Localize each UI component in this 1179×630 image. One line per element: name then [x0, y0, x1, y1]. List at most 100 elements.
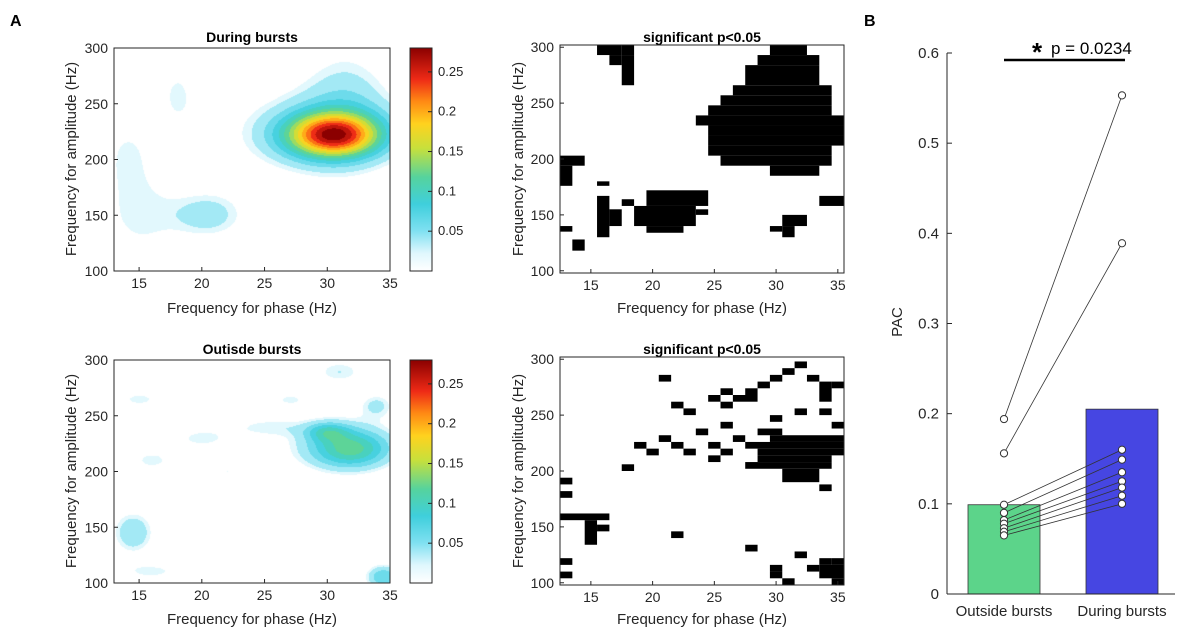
- significant-cell: [819, 408, 832, 416]
- significant-cell: [720, 95, 832, 106]
- significant-cell: [634, 205, 696, 227]
- significant-cell: [683, 408, 696, 416]
- x-tick-label: 15: [583, 589, 599, 605]
- significant-cell: [658, 435, 672, 442]
- significant-cell: [769, 571, 783, 579]
- significant-cell: [769, 226, 783, 232]
- y-tick-label: 100: [531, 575, 555, 591]
- colorbar-tick-label: 0.2: [438, 104, 456, 119]
- significant-cell: [806, 374, 820, 382]
- x-tick-label: 30: [768, 277, 784, 293]
- significant-cell: [831, 421, 844, 429]
- significance-star: *: [1032, 37, 1043, 67]
- data-point-during: [1117, 468, 1127, 477]
- paired-line: [1003, 459, 1123, 514]
- significant-cell: [621, 55, 635, 86]
- significant-cell: [671, 401, 684, 409]
- y-tick-label: 200: [85, 464, 109, 480]
- data-point-during: [1117, 483, 1127, 492]
- significant-cell: [708, 455, 721, 463]
- significant-cell: [646, 190, 709, 206]
- significant-cell: [769, 374, 783, 382]
- significant-cell: [720, 155, 832, 166]
- colorbar-tick-label: 0.1: [438, 183, 456, 198]
- significant-cell: [745, 65, 820, 86]
- significant-cell: [658, 374, 672, 382]
- significant-cell: [794, 361, 807, 369]
- significant-cell: [831, 558, 844, 565]
- paired-line: [1003, 487, 1123, 529]
- significant-cell: [708, 105, 832, 116]
- y-axis-label: Frequency for amplitude (Hz): [63, 374, 80, 568]
- y-tick-label: 0.1: [918, 496, 939, 513]
- significant-cell: [782, 578, 795, 585]
- significant-cell: [671, 531, 684, 539]
- x-tick-label: 35: [830, 277, 846, 293]
- significant-cell: [819, 381, 832, 402]
- y-tick-label: 0.4: [918, 225, 939, 242]
- x-tick-label: 25: [257, 275, 273, 291]
- data-point-outside: [999, 500, 1009, 509]
- significant-cell: [819, 195, 844, 206]
- y-tick-label: 0.5: [918, 135, 939, 152]
- significant-cell: [683, 448, 696, 456]
- x-category-label: During bursts: [1077, 603, 1166, 620]
- significant-cell: [819, 484, 832, 492]
- data-point-during: [1117, 445, 1127, 454]
- heatmap-title: significant p<0.05: [643, 341, 761, 357]
- significant-cell: [708, 135, 844, 146]
- significant-cell: [572, 239, 585, 251]
- significant-cell: [597, 524, 610, 532]
- significant-cell: [621, 464, 635, 471]
- colorbar-during: 0.05 0.1 0.15 0.2 0.25: [409, 47, 463, 272]
- significant-cell: [720, 448, 733, 456]
- heatmap-title: During bursts: [206, 29, 298, 45]
- significant-cell: [708, 145, 832, 156]
- significant-cell: [794, 551, 807, 559]
- paired-line: [1003, 449, 1123, 506]
- significant-cell: [720, 421, 733, 429]
- significant-cell: [769, 415, 783, 422]
- significant-cell: [732, 395, 758, 402]
- significant-cell: [609, 55, 622, 66]
- significant-cell: [708, 395, 721, 402]
- y-tick-label: 300: [85, 352, 109, 368]
- y-tick-label: 150: [531, 519, 555, 535]
- paired-line: [1003, 480, 1123, 525]
- y-tick-label: 100: [85, 575, 109, 591]
- x-tick-label: 20: [194, 275, 210, 291]
- colorbar-tick-label: 0.15: [438, 144, 463, 159]
- colorbar-tick-label: 0.15: [438, 456, 463, 471]
- y-tick-label: 100: [85, 263, 109, 279]
- significant-cell: [769, 165, 820, 176]
- y-axis-label: Frequency for amplitude (Hz): [510, 62, 527, 256]
- y-tick-label: 200: [531, 151, 555, 167]
- significance-map-outside: significant p<0.05 15 20 25 30 35 100 150 200 25…: [510, 341, 846, 628]
- significant-cell: [831, 381, 844, 389]
- significant-cell: [597, 195, 610, 238]
- heatmap-image: [114, 48, 390, 271]
- y-tick-label: 0.6: [918, 45, 939, 62]
- significant-cell: [745, 544, 758, 552]
- significant-cell: [634, 441, 647, 449]
- significant-cell: [584, 520, 598, 545]
- y-tick-label: 0.2: [918, 406, 939, 423]
- y-tick-label: 250: [85, 408, 109, 424]
- x-tick-label: 35: [830, 589, 846, 605]
- data-point-outside: [999, 449, 1009, 458]
- significant-cell: [560, 226, 573, 232]
- heatmap-title: Outisde bursts: [203, 341, 302, 357]
- y-tick-label: 200: [531, 463, 555, 479]
- significant-cell: [646, 448, 659, 456]
- y-tick-label: 250: [531, 407, 555, 423]
- significant-cell: [560, 165, 573, 186]
- significant-cell: [745, 462, 832, 469]
- x-tick-label: 30: [319, 275, 335, 291]
- significant-cell: [560, 513, 610, 521]
- data-point-during: [1117, 239, 1127, 248]
- significant-cell: [560, 477, 573, 485]
- significant-cell: [757, 448, 844, 456]
- significant-cell: [597, 45, 622, 56]
- significant-cell: [757, 428, 783, 436]
- x-tick-label: 30: [768, 589, 784, 605]
